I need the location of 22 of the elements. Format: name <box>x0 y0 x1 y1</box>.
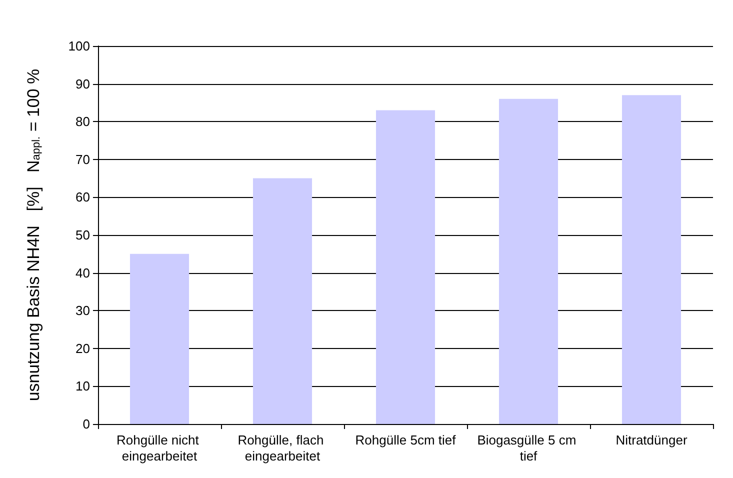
y-tick-label: 40 <box>76 265 90 280</box>
y-axis-title: usnutzung Basis NH4N [%] Nappl. = 100 % <box>24 68 43 402</box>
x-tick-label: Nitratdünger <box>616 432 688 448</box>
y-tick-label: 80 <box>76 114 90 130</box>
y-tick-label: 0 <box>82 416 90 432</box>
bar <box>252 178 312 424</box>
x-tick-label: Biogasgülle 5 cm tief <box>477 432 580 464</box>
bar <box>498 98 558 424</box>
y-tick-label: 70 <box>76 152 90 167</box>
bar <box>130 254 190 424</box>
y-tick-label: 90 <box>76 76 90 92</box>
x-tick-label: Rohgülle, flach eingearbeitet <box>238 432 328 464</box>
y-tick-label: 20 <box>76 340 90 356</box>
y-tick-label: 10 <box>76 378 90 394</box>
x-tick-label: Rohgülle 5cm tief <box>355 432 456 448</box>
y-tick-label: 50 <box>76 228 90 242</box>
y-tick-label: 100 <box>68 38 90 54</box>
y-tick-label: 60 <box>76 190 90 205</box>
y-tick-label: 30 <box>76 303 90 318</box>
bar <box>376 110 436 424</box>
bar <box>622 95 682 424</box>
x-tick-label: Rohgülle nicht eingearbeitet <box>116 432 202 464</box>
